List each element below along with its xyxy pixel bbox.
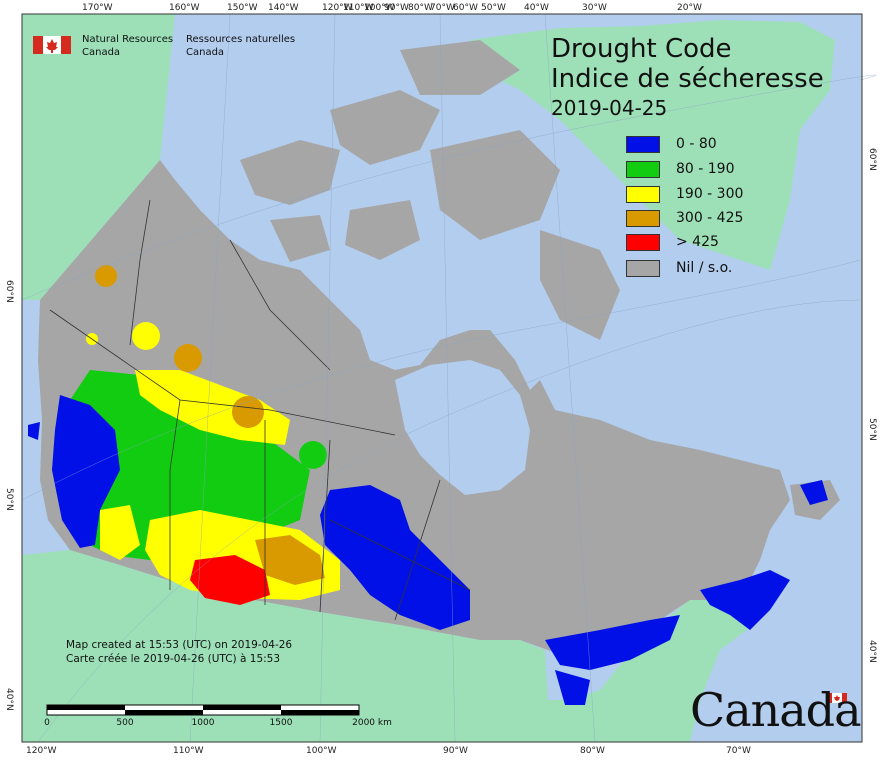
- legend-label: 190 - 300: [676, 186, 744, 202]
- zone-0-80: [28, 422, 40, 440]
- map-title-fr: Indice de sécheresse: [551, 64, 824, 94]
- scale-bar: [46, 704, 360, 716]
- graticule-label-top: 160°W: [169, 3, 200, 13]
- graticule-label-left: 40°N: [4, 688, 14, 711]
- zone-0-80: [700, 570, 790, 630]
- legend-item: 300 - 425: [626, 208, 743, 228]
- legend-label: Nil / s.o.: [676, 260, 733, 276]
- scale-label: 500: [116, 718, 134, 728]
- graticule-label-top: 60°W: [453, 3, 478, 13]
- canada-flag-icon: [33, 36, 71, 54]
- provincial-boundaries: [49, 199, 471, 621]
- legend-label: 0 - 80: [676, 136, 717, 152]
- graticule-label-top: 140°W: [268, 3, 299, 13]
- legend-item: 80 - 190: [626, 159, 735, 179]
- arctic-island: [240, 140, 340, 205]
- alaska-land: [22, 14, 175, 300]
- graticule-label-top: 90°W: [384, 3, 409, 13]
- scale-label: 1500: [269, 718, 293, 728]
- drought-zones: [28, 265, 828, 705]
- zone-190-300: [100, 505, 140, 560]
- scale-label: 0: [44, 718, 50, 728]
- graticule-label-top: 150°W: [227, 3, 258, 13]
- graticule-label-top: 170°W: [82, 3, 113, 13]
- agency-fr-line2: Canada: [186, 47, 225, 58]
- zone-300-425: [95, 265, 117, 287]
- graticule-label-bottom: 70°W: [726, 746, 751, 756]
- graticule-label-top: 20°W: [677, 3, 702, 13]
- arctic-island: [430, 130, 560, 240]
- zone-300-425: [174, 344, 202, 372]
- graticule-label-top: 110°W: [343, 3, 374, 13]
- graticule-label-top: 30°W: [582, 3, 607, 13]
- zone-0-80: [545, 615, 680, 670]
- legend-item: 190 - 300: [626, 184, 743, 204]
- legend-swatch: [626, 160, 660, 178]
- graticule-label-left: 60°N: [4, 280, 14, 303]
- graticule-label-bottom: 90°W: [443, 746, 468, 756]
- zone-0-80: [555, 670, 590, 705]
- arctic-island: [330, 90, 440, 165]
- graticule-label-bottom: 80°W: [580, 746, 605, 756]
- legend-swatch: [626, 233, 660, 251]
- graticule-label-right: 40°N: [867, 640, 877, 663]
- graticule-label-right: 50°N: [867, 418, 877, 441]
- zone-190-300: [132, 322, 160, 350]
- legend-swatch: [626, 135, 660, 153]
- legend-swatch: [626, 209, 660, 227]
- agency-en-line1: Natural Resources: [82, 34, 174, 45]
- scale-label: 1000: [191, 718, 215, 728]
- map-credit-fr: Carte créée le 2019-04-26 (UTC) à 15:53: [66, 653, 281, 665]
- zone-0-80: [320, 485, 470, 630]
- map-title-en: Drought Code: [551, 34, 732, 64]
- agency-fr-line1: Ressources naturelles: [186, 34, 296, 45]
- arctic-island: [270, 215, 330, 262]
- arctic-island: [345, 200, 420, 260]
- legend-swatch: [626, 185, 660, 203]
- legend-label: > 425: [676, 234, 719, 250]
- canada-wordmark: Canada: [690, 683, 862, 737]
- zone-gt-425: [190, 555, 270, 605]
- agency-name-en: Natural Resources Canada: [82, 33, 173, 59]
- graticule-label-bottom: 120°W: [26, 746, 57, 756]
- zone-0-80: [800, 480, 828, 505]
- agency-en-line2: Canada: [82, 47, 121, 58]
- graticule-label-top: 120°W: [322, 3, 353, 13]
- legend-item: Nil / s.o.: [626, 258, 732, 278]
- hudson-bay: [395, 360, 530, 495]
- graticule-label-top: 50°W: [481, 3, 506, 13]
- map-date: 2019-04-25: [551, 96, 668, 120]
- arctic-island: [540, 230, 620, 340]
- legend-item: 0 - 80: [626, 134, 717, 154]
- graticule-label-right: 60°N: [867, 148, 877, 171]
- wordmark-flag-icon: [827, 693, 847, 703]
- zone-300-425: [232, 396, 264, 428]
- map-credit-en: Map created at 15:53 (UTC) on 2019-04-26: [66, 639, 293, 651]
- legend-label: 300 - 425: [676, 210, 744, 226]
- graticule-label-top: 40°W: [524, 3, 549, 13]
- zone-300-425: [255, 535, 325, 585]
- graticule-label-top: 70°W: [430, 3, 455, 13]
- agency-name-fr: Ressources naturelles Canada: [186, 33, 295, 59]
- map-frame: [21, 13, 863, 743]
- zone-80-190: [299, 441, 327, 469]
- zone-0-80: [52, 395, 120, 548]
- legend-swatch: [626, 259, 660, 277]
- arctic-island: [400, 40, 520, 95]
- graticule-lines: [21, 13, 877, 743]
- graticule-label-top: 80°W: [408, 3, 433, 13]
- graticule-label-bottom: 110°W: [173, 746, 204, 756]
- graticule-label-bottom: 100°W: [306, 746, 337, 756]
- graticule-label-top: 100°W: [364, 3, 395, 13]
- legend-label: 80 - 190: [676, 161, 735, 177]
- legend-item: > 425: [626, 232, 719, 252]
- scale-label: 2000 km: [352, 718, 392, 728]
- graticule-label-left: 50°N: [4, 488, 14, 511]
